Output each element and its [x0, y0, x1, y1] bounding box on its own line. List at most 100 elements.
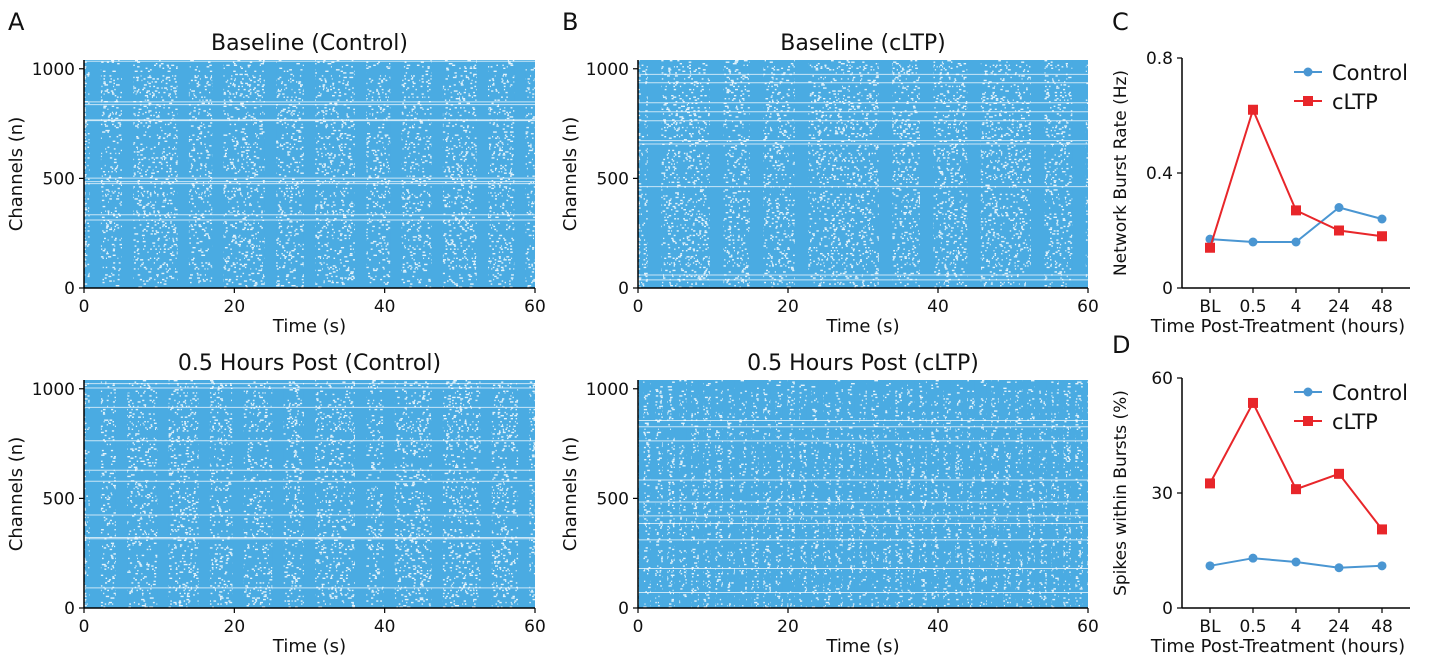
- legend-label: cLTP: [1332, 90, 1378, 114]
- burst-band: [686, 380, 692, 608]
- data-point: [1334, 225, 1344, 236]
- burst-band: [89, 60, 101, 288]
- x-tick-label: 60: [1077, 297, 1099, 317]
- raster-spikes: [638, 380, 1088, 608]
- x-tick-label: 24: [1328, 617, 1350, 637]
- panel-letter: D: [1112, 331, 1130, 359]
- burst-band: [355, 380, 367, 608]
- legend-marker: [1303, 416, 1313, 426]
- burst-band: [998, 380, 1004, 608]
- burst-band: [122, 60, 134, 288]
- x-tick-label: BL: [1199, 617, 1221, 637]
- data-point: [1334, 203, 1344, 212]
- x-tick-label: 40: [374, 297, 396, 317]
- y-tick-label: 500: [597, 169, 629, 189]
- x-axis-label: Time (s): [825, 316, 899, 337]
- y-tick-label: 0: [1162, 279, 1173, 299]
- series-line: [1209, 106, 1383, 249]
- burst-band: [770, 380, 776, 608]
- burst-band: [1082, 380, 1088, 608]
- chart-title: 0.5 Hours Post (Control): [178, 351, 441, 376]
- legend-marker: [1303, 67, 1313, 77]
- data-point: [1205, 242, 1215, 253]
- y-tick-label: 500: [43, 489, 75, 509]
- burst-band: [1034, 380, 1040, 608]
- panel-letter: B: [562, 8, 578, 36]
- series-cltp: [1205, 104, 1387, 253]
- x-tick-label: 40: [927, 617, 949, 637]
- data-point: [1377, 214, 1387, 224]
- data-point: [1377, 561, 1387, 571]
- x-axis-label: Time (s): [272, 636, 346, 656]
- burst-band: [926, 380, 932, 608]
- burst-band: [431, 60, 443, 288]
- burst-band: [198, 380, 210, 608]
- burst-band: [1031, 60, 1045, 288]
- x-tick-label: 48: [1371, 617, 1393, 637]
- data-point: [1291, 205, 1301, 216]
- burst-band: [355, 60, 367, 288]
- burst-band: [950, 380, 956, 608]
- data-point: [1334, 468, 1344, 479]
- x-tick-label: 60: [524, 297, 546, 317]
- burst-band: [157, 380, 169, 608]
- line-panel-d: D BL 0.5 4 24 48 0 30 60 Time Post-Treatment (hou…: [1111, 331, 1410, 656]
- burst-band: [476, 60, 488, 288]
- y-tick-label: 0: [618, 599, 629, 619]
- burst-band: [1022, 380, 1028, 608]
- legend-label: cLTP: [1332, 410, 1378, 434]
- burst-band: [758, 380, 764, 608]
- data-point: [1205, 561, 1215, 571]
- burst-band: [1010, 380, 1016, 608]
- y-tick-label: 0.4: [1146, 164, 1173, 184]
- y-tick-label: 0: [64, 599, 75, 619]
- y-axis-label: Channels (n): [560, 437, 581, 551]
- burst-band: [914, 380, 920, 608]
- y-tick-label: 0: [618, 279, 629, 299]
- burst-band: [1058, 380, 1064, 608]
- burst-band: [177, 60, 189, 288]
- raster-panel-a-top: A Baseline (Control) 0 20 40 60 0 500 1000 Time (…: [6, 8, 546, 337]
- y-axis-label: Channels (n): [6, 117, 27, 231]
- burst-band: [1046, 380, 1052, 608]
- burst-band: [818, 380, 824, 608]
- y-tick-label: 0: [1162, 599, 1173, 619]
- x-axis-label: Time (s): [272, 316, 346, 337]
- burst-band: [878, 380, 884, 608]
- burst-band: [986, 380, 992, 608]
- burst-band: [902, 380, 908, 608]
- x-tick-label: 60: [524, 617, 546, 637]
- y-tick-label: 1000: [32, 60, 75, 80]
- burst-band: [1072, 60, 1086, 288]
- burst-band: [115, 380, 128, 608]
- x-tick-label: 20: [777, 297, 799, 317]
- burst-band: [1070, 380, 1076, 608]
- burst-band: [514, 60, 526, 288]
- x-tick-label: 60: [1077, 617, 1099, 637]
- x-tick-label: 20: [224, 297, 246, 317]
- x-tick-label: 0.5: [1239, 617, 1266, 637]
- chart-title: Baseline (cLTP): [780, 31, 945, 56]
- burst-band: [710, 380, 716, 608]
- burst-band: [431, 380, 443, 608]
- x-tick-label: 0: [633, 297, 644, 317]
- burst-band: [89, 380, 101, 608]
- burst-band: [710, 60, 724, 288]
- burst-band: [746, 380, 752, 608]
- burst-band: [854, 380, 860, 608]
- raster-panel-b-top: B Baseline (cLTP) 0 20 40 60 0 500 1000 Time (s) C…: [560, 8, 1099, 337]
- burst-band: [264, 60, 277, 288]
- burst-band: [518, 380, 530, 608]
- x-tick-label: 48: [1371, 297, 1393, 317]
- x-tick-label: BL: [1199, 297, 1221, 317]
- x-axis-label: Time (s): [825, 636, 899, 656]
- burst-band: [212, 60, 224, 288]
- data-point: [1291, 557, 1301, 567]
- burst-band: [662, 380, 668, 608]
- y-axis-label: Channels (n): [560, 117, 581, 231]
- burst-band: [878, 60, 893, 288]
- y-tick-label: 1000: [586, 60, 629, 80]
- x-axis-label: Time Post-Treatment (hours): [1150, 316, 1405, 337]
- series-cltp: [1205, 397, 1387, 535]
- x-tick-label: 4: [1291, 617, 1302, 637]
